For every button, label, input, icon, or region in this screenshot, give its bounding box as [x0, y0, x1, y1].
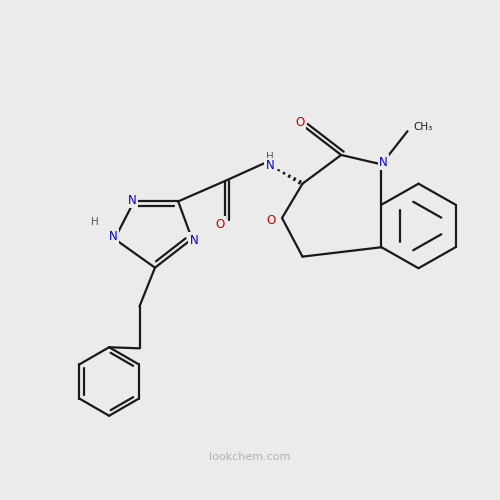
Text: O: O	[295, 116, 304, 130]
Text: O: O	[215, 218, 224, 230]
Text: N: N	[380, 156, 388, 168]
Text: H: H	[92, 218, 99, 228]
Text: O: O	[266, 214, 276, 226]
Text: lookchem.com: lookchem.com	[209, 452, 291, 462]
Text: N: N	[128, 194, 136, 207]
Text: N: N	[109, 230, 118, 243]
Text: H: H	[266, 152, 274, 162]
Text: N: N	[266, 159, 274, 172]
Text: N: N	[190, 234, 198, 246]
Text: CH₃: CH₃	[413, 122, 432, 132]
